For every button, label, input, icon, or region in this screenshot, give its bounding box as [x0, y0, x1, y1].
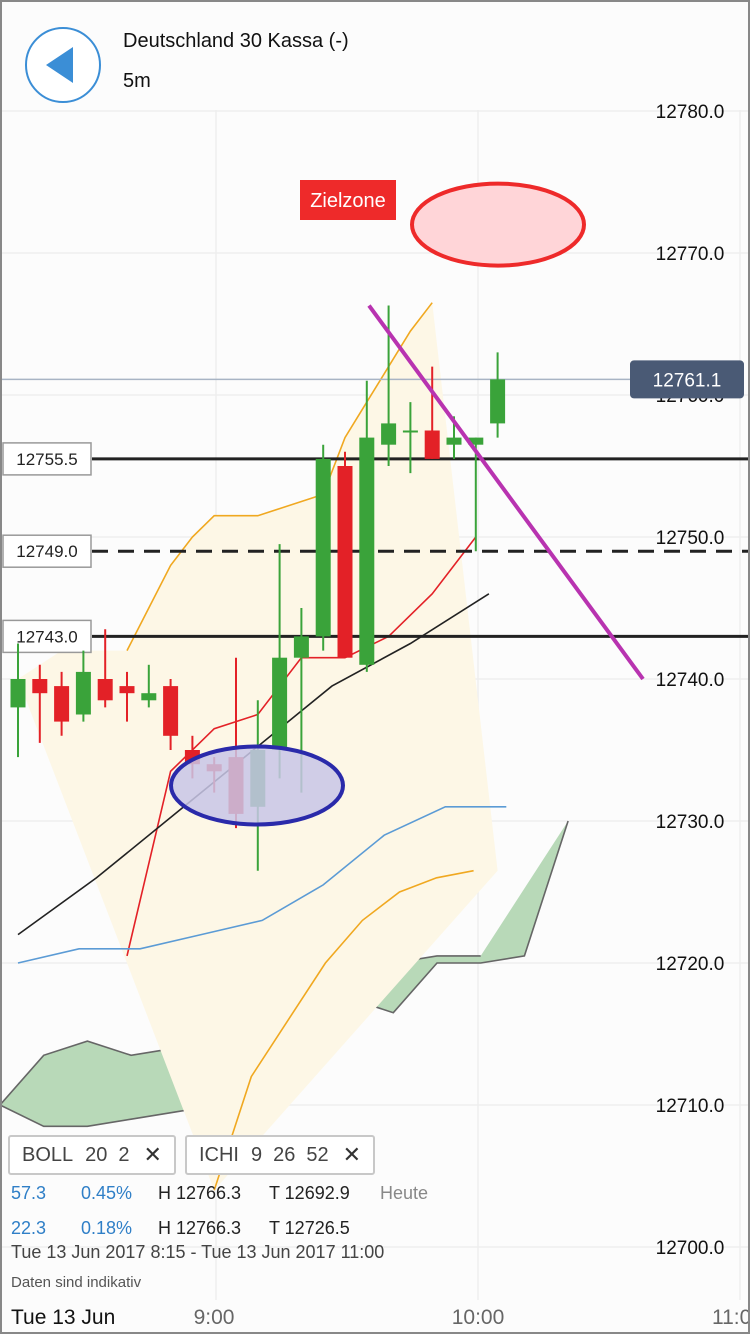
low-zone-ellipse: [169, 744, 345, 827]
stats-2-high: H 12766.3: [158, 1218, 242, 1238]
timeframe-label[interactable]: 5m: [123, 70, 151, 92]
y-tick-label-3: 12750.0: [656, 528, 725, 549]
candle-body-6: [141, 693, 157, 701]
candle-body-22: [490, 379, 506, 424]
candle-body-5: [119, 686, 135, 694]
back-button[interactable]: [25, 27, 101, 103]
current-price-tag-label: 12761.1: [653, 370, 722, 391]
ichi-name: ICHI: [198, 1143, 239, 1166]
stats-1-low: T 12692.9: [269, 1183, 350, 1203]
candle-body-15: [337, 466, 353, 658]
ichi-param-2: 26: [273, 1143, 296, 1166]
level-tag-label-1: 12749.0: [16, 542, 77, 561]
boll-param-1: 20: [85, 1143, 108, 1166]
indicative-note: Daten sind indikativ: [11, 1274, 142, 1291]
candle-body-17: [381, 423, 397, 445]
candle-body-3: [75, 671, 91, 715]
boll-chip[interactable]: BOLL 20 2 ✕: [8, 1135, 176, 1175]
back-arrow-icon: [46, 47, 73, 83]
candle-body-19: [424, 430, 440, 459]
candle-body-4: [97, 679, 113, 701]
candle-body-1: [32, 679, 48, 694]
stats-1-period: Heute: [380, 1183, 429, 1203]
indicator-chips: BOLL 20 2 ✕ ICHI 9 26 52 ✕: [8, 1135, 376, 1175]
stats-2-change: 22.3: [11, 1218, 47, 1238]
target-zone-ellipse: [410, 181, 586, 268]
level-tag-1: 12749.0: [2, 534, 92, 568]
y-tick-label-1: 12770.0: [656, 244, 725, 265]
date-range: Tue 13 Jun 2017 8:15 - Tue 13 Jun 2017 1…: [11, 1242, 385, 1262]
stats-2-low: T 12726.5: [269, 1218, 350, 1238]
candle-body-21: [468, 437, 484, 445]
ichi-param-1: 9: [250, 1143, 263, 1166]
y-tick-label-7: 12710.0: [656, 1096, 725, 1117]
ichi-chip[interactable]: ICHI 9 26 52 ✕: [184, 1135, 376, 1175]
x-tick-label-3: 11:00: [712, 1306, 750, 1329]
stats-1-percent: 0.45%: [81, 1183, 133, 1203]
level-tag-box-0: [2, 442, 92, 476]
zielzone-label-text: Zielzone: [310, 190, 386, 212]
candle-body-16: [359, 437, 375, 665]
level-tag-0: 12755.5: [2, 442, 92, 476]
x-tick-label-1: 9:00: [194, 1306, 235, 1329]
ichi-param-3: 52: [306, 1143, 329, 1166]
x-tick-label-0: Tue 13 Jun: [11, 1306, 115, 1329]
y-tick-label-0: 12780.0: [656, 102, 725, 123]
x-tick-label-2: 10:00: [452, 1306, 505, 1329]
boll-remove-icon[interactable]: ✕: [143, 1142, 162, 1167]
y-tick-label-4: 12740.0: [656, 670, 725, 691]
stats-1-high: H 12766.3: [158, 1183, 242, 1203]
y-tick-label-6: 12720.0: [656, 954, 725, 975]
y-tick-label-8: 12700.0: [656, 1238, 725, 1259]
current-price-tag-box: [630, 360, 744, 399]
ichimoku-kijun-line: [17, 805, 507, 964]
level-tag-box-1: [2, 534, 92, 568]
candle-body-18: [402, 430, 418, 433]
bollinger-upper-line: [126, 302, 433, 651]
y-tick-label-5: 12730.0: [656, 812, 725, 833]
boll-name: BOLL: [22, 1143, 74, 1166]
current-price-tag: 12761.1: [630, 360, 744, 399]
level-tag-2: 12743.0: [2, 619, 92, 654]
boll-param-2: 2: [118, 1143, 130, 1166]
candle-body-7: [163, 686, 179, 736]
trendline: [367, 304, 645, 681]
candle-body-13: [293, 636, 309, 658]
candle-body-12: [272, 657, 288, 750]
zielzone-label-box: [300, 180, 396, 220]
instrument-title: Deutschland 30 Kassa (-): [123, 30, 349, 52]
level-tag-label-0: 12755.5: [16, 450, 77, 469]
ichi-remove-icon[interactable]: ✕: [342, 1142, 362, 1167]
zielzone-label: Zielzone: [300, 180, 396, 220]
candle-body-14: [315, 458, 331, 637]
bollinger-lower-line: [213, 869, 474, 1191]
candle-body-2: [54, 686, 70, 722]
candle-body-20: [446, 437, 462, 445]
stats-1-change: 57.3: [11, 1183, 47, 1203]
level-tag-label-2: 12743.0: [16, 627, 77, 646]
stats-2-percent: 0.18%: [81, 1218, 133, 1238]
candle-body-0: [10, 679, 26, 708]
